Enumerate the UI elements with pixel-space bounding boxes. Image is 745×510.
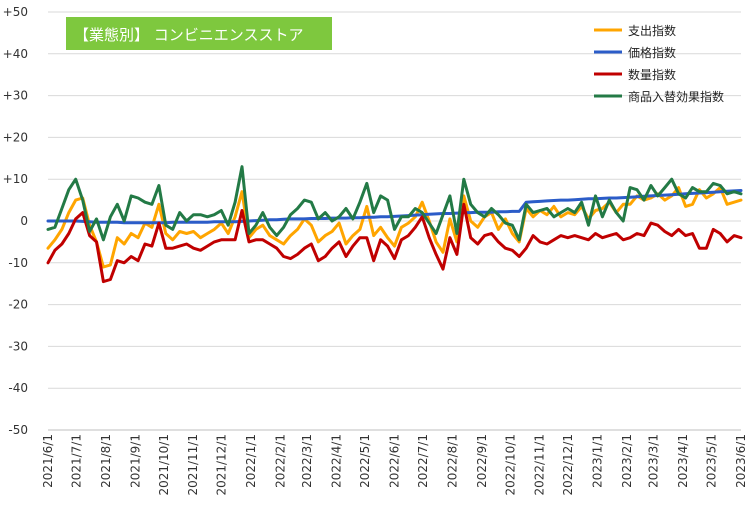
legend-label: 商品入替効果指数 bbox=[628, 89, 724, 104]
x-tick-label: 2021/8/1 bbox=[99, 434, 113, 488]
y-tick-label: -40 bbox=[8, 381, 28, 395]
x-tick-label: 2022/9/1 bbox=[475, 434, 489, 488]
y-tick-label: +20 bbox=[3, 130, 28, 144]
y-tick-label: +10 bbox=[3, 172, 28, 186]
y-tick-label: +50 bbox=[3, 5, 28, 19]
series-line bbox=[46, 202, 743, 284]
y-tick-label: -30 bbox=[8, 339, 28, 353]
x-tick-label: 2021/7/1 bbox=[69, 434, 83, 488]
x-tick-label: 2021/10/1 bbox=[157, 434, 171, 496]
x-tick-label: 2022/3/1 bbox=[300, 434, 314, 488]
series-line bbox=[46, 189, 743, 225]
series-lines bbox=[46, 165, 743, 284]
x-tick-label: 2022/8/1 bbox=[445, 434, 459, 488]
x-tick-label: 2023/1/1 bbox=[591, 434, 605, 488]
y-tick-labels: +50 +40 +30 +20 +10 0 -10 -20 -30 -40 -50 bbox=[3, 5, 28, 437]
x-tick-label: 2022/6/1 bbox=[388, 434, 402, 488]
legend-label: 価格指数 bbox=[628, 45, 676, 60]
series-line bbox=[46, 165, 743, 242]
x-tick-label: 2022/7/1 bbox=[416, 434, 430, 488]
y-tick-label: -10 bbox=[8, 256, 28, 270]
x-tick-label: 2022/5/1 bbox=[358, 434, 372, 488]
chart-title-box bbox=[66, 17, 332, 50]
x-tick-label: 2022/4/1 bbox=[330, 434, 344, 488]
x-tick-label: 2023/3/1 bbox=[647, 434, 661, 488]
x-tick-label: 2022/2/1 bbox=[274, 434, 288, 488]
chart-title: 【業態別】 コンビニエンスストア bbox=[66, 17, 332, 50]
chart-title-text: 【業態別】 コンビニエンスストア bbox=[74, 26, 303, 44]
x-tick-label: 2021/11/1 bbox=[186, 434, 200, 496]
y-tick-label: -50 bbox=[8, 423, 28, 437]
x-tick-label: 2023/6/1 bbox=[734, 434, 745, 488]
x-tick-label: 2021/9/1 bbox=[128, 434, 142, 488]
x-tick-label: 2023/4/1 bbox=[676, 434, 690, 488]
legend-label: 数量指数 bbox=[628, 67, 676, 82]
x-tick-label: 2023/2/1 bbox=[620, 434, 634, 488]
legend-label: 支出指数 bbox=[628, 23, 676, 38]
x-tick-label: 2022/11/1 bbox=[533, 434, 547, 496]
x-tick-labels: 2021/6/1 2021/7/1 2021/8/1 2021/9/1 2021/10/… bbox=[41, 434, 745, 496]
x-tick-label: 2022/10/1 bbox=[503, 434, 517, 496]
x-tick-label: 2021/12/1 bbox=[215, 434, 229, 496]
x-tick-label: 2022/1/1 bbox=[244, 434, 258, 488]
y-tick-label: 0 bbox=[20, 214, 28, 228]
y-tick-label: +40 bbox=[3, 47, 28, 61]
y-tick-label: -20 bbox=[8, 298, 28, 312]
x-tick-label: 2022/12/1 bbox=[561, 434, 575, 496]
x-tick-label: 2021/6/1 bbox=[41, 434, 55, 488]
y-tick-label: +30 bbox=[3, 89, 28, 103]
x-tick-label: 2023/5/1 bbox=[705, 434, 719, 488]
